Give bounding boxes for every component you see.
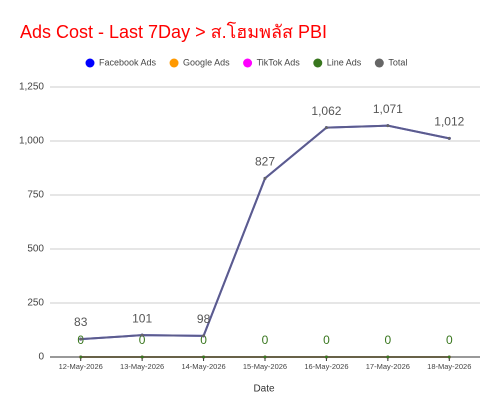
y-tick-label: 500 xyxy=(27,244,44,255)
data-label: 98 xyxy=(197,312,211,326)
x-tick-label: 13-May-2026 xyxy=(120,362,164,371)
data-label: 0 xyxy=(323,333,330,347)
data-label: 0 xyxy=(385,333,392,347)
legend-swatch xyxy=(243,58,253,68)
data-label: 827 xyxy=(255,155,275,169)
data-point xyxy=(263,176,267,180)
x-tick-label: 16-May-2026 xyxy=(304,362,348,371)
x-tick-label: 15-May-2026 xyxy=(243,362,287,371)
data-label: 0 xyxy=(262,333,269,347)
data-point xyxy=(140,355,144,359)
y-tick-label: 750 xyxy=(27,190,44,201)
x-tick-label: 12-May-2026 xyxy=(59,362,103,371)
y-tick-label: 1,000 xyxy=(19,136,44,147)
data-label: 83 xyxy=(74,315,88,329)
data-point xyxy=(140,333,144,337)
data-point xyxy=(79,337,83,341)
data-label: 0 xyxy=(139,333,146,347)
legend-label: Google Ads xyxy=(183,57,230,67)
chart-title: Ads Cost - Last 7Day > ส.โฮมพลัส PBI xyxy=(20,21,327,42)
data-point xyxy=(324,126,328,130)
data-point xyxy=(202,334,206,338)
data-point xyxy=(79,355,83,359)
legend-swatch xyxy=(169,58,179,68)
x-tick-label: 17-May-2026 xyxy=(366,362,410,371)
data-label: 1,071 xyxy=(373,102,403,116)
data-point xyxy=(263,355,267,359)
y-tick-label: 0 xyxy=(38,352,44,363)
data-point xyxy=(386,124,390,128)
data-point xyxy=(447,136,451,140)
data-label: 0 xyxy=(446,333,453,347)
legend-swatch xyxy=(374,58,384,68)
legend-label: Total xyxy=(388,57,407,67)
legend-label: Facebook Ads xyxy=(99,57,157,67)
legend-swatch xyxy=(85,58,95,68)
legend-swatch xyxy=(313,58,323,68)
y-tick-label: 250 xyxy=(27,298,44,309)
data-label: 0 xyxy=(200,333,207,347)
data-point xyxy=(324,355,328,359)
data-label: 1,062 xyxy=(311,104,341,118)
data-point xyxy=(447,355,451,359)
x-tick-label: 14-May-2026 xyxy=(181,362,225,371)
data-point xyxy=(386,355,390,359)
legend-label: Line Ads xyxy=(327,57,362,67)
x-tick-label: 18-May-2026 xyxy=(427,362,471,371)
y-tick-label: 1,250 xyxy=(19,82,44,93)
data-label: 1,012 xyxy=(434,115,464,129)
legend-label: TikTok Ads xyxy=(257,57,301,67)
data-point xyxy=(202,355,206,359)
data-label: 101 xyxy=(132,311,152,325)
x-axis-label: Date xyxy=(253,384,275,395)
